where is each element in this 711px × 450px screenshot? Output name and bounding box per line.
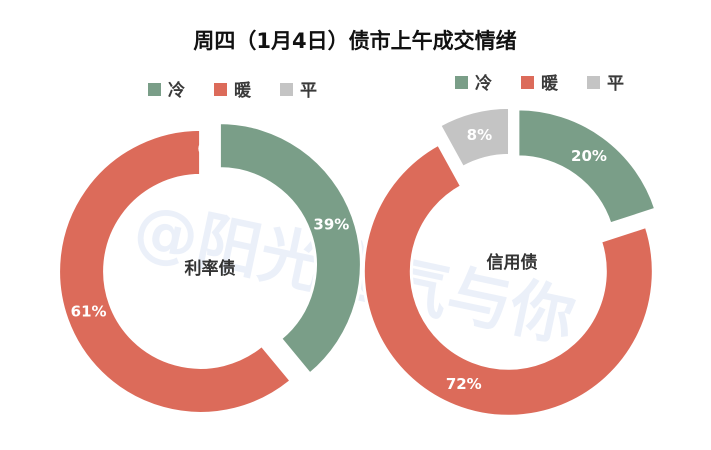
legend-label-flat: 平 [607, 74, 624, 94]
data-label-warm: 61% [71, 303, 107, 321]
donut-chart-rate-bonds: 冷 暖 平 39% 61% 0 利率债 [57, 80, 363, 415]
donut-chart-credit-bonds: 冷 暖 平 20% 72% 8% 信用债 [361, 73, 658, 418]
legend-swatch-cold [148, 83, 161, 96]
legend-label-cold: 冷 [168, 80, 185, 101]
data-label-flat: 8% [467, 126, 492, 144]
legend-swatch-warm [214, 83, 227, 96]
legend-swatch-cold [455, 76, 468, 89]
data-label-flat: 0 [198, 140, 208, 158]
legend-swatch-flat [587, 76, 600, 89]
legend-label-cold: 冷 [475, 73, 492, 94]
slice-cold [516, 107, 658, 226]
slice-warm [361, 142, 655, 418]
chart-title: 周四（1月4日）债市上午成交情绪 [193, 29, 516, 53]
legend-swatch-flat [280, 83, 293, 96]
legend-label-flat: 平 [300, 81, 317, 101]
center-label: 信用债 [487, 252, 538, 273]
data-label-cold: 39% [313, 215, 349, 233]
legend-label-warm: 暖 [234, 80, 252, 101]
data-label-warm: 72% [446, 375, 482, 393]
legend-swatch-warm [521, 76, 534, 89]
legend-label-warm: 暖 [541, 73, 559, 94]
center-label: 利率债 [185, 258, 236, 279]
slice-warm [57, 127, 294, 415]
slice-flat [437, 105, 512, 170]
data-label-cold: 20% [571, 147, 607, 165]
slice-cold [217, 121, 363, 377]
